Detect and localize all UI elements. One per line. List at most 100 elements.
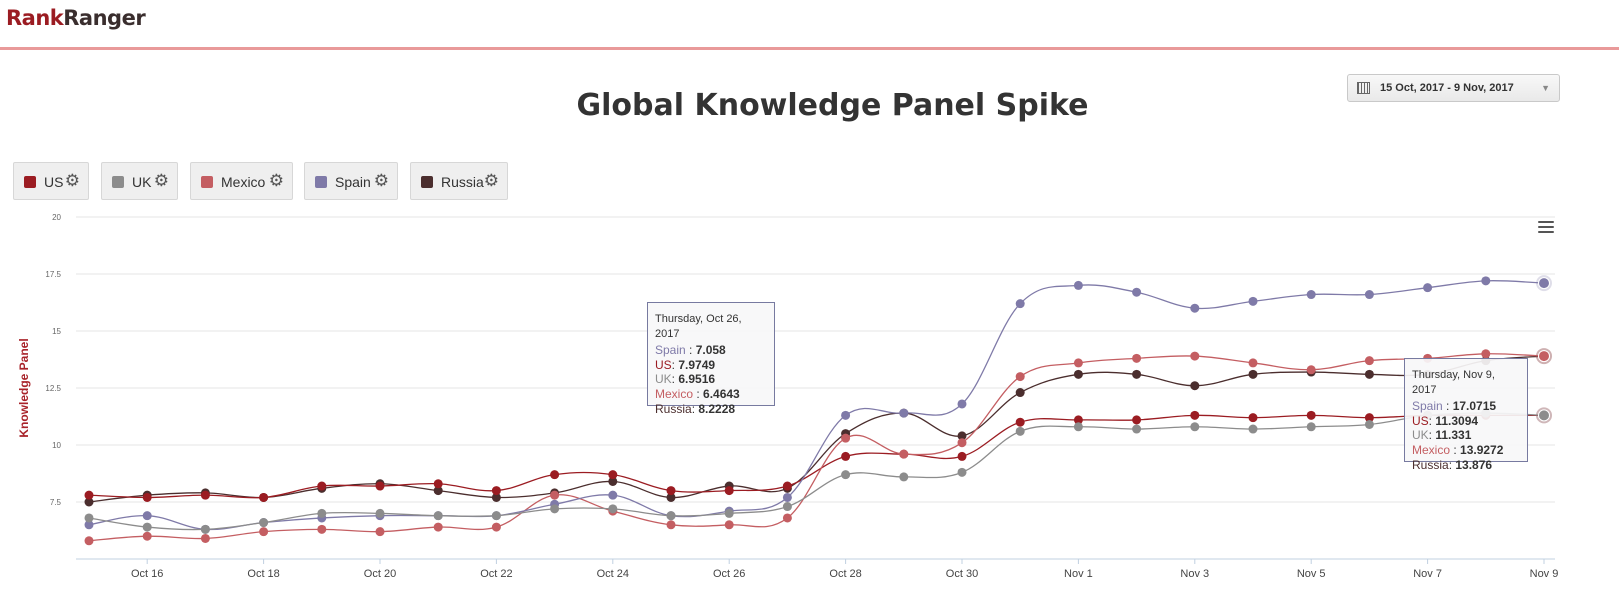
data-point-uk — [1190, 422, 1200, 432]
y-tick-label: 12.5 — [45, 384, 61, 393]
legend-swatch — [112, 176, 124, 188]
chart-title: Global Knowledge Panel Spike — [576, 88, 1089, 123]
data-point-mexico — [550, 490, 560, 500]
gear-icon[interactable]: ⚙ — [153, 171, 169, 190]
data-point-uk — [841, 470, 851, 480]
tooltip-row-mexico: Mexico : 6.4643 — [655, 386, 740, 401]
legend-item-mexico[interactable]: Mexico ⚙ — [190, 162, 293, 200]
gear-icon[interactable]: ⚙ — [64, 171, 80, 190]
tooltip-series-name: Mexico — [655, 386, 697, 401]
x-tick-label: Oct 22 — [480, 568, 512, 580]
data-point-us — [84, 490, 94, 500]
data-point-russia — [1073, 369, 1083, 379]
tooltip-row-mexico: Mexico : 13.9272 — [1412, 442, 1504, 457]
data-point-mexico — [142, 531, 152, 541]
data-point-us — [957, 451, 967, 461]
data-point-spain — [1190, 303, 1200, 313]
data-point-uk — [375, 508, 385, 518]
data-point-us — [608, 470, 618, 480]
legend-item-us[interactable]: US ⚙ — [13, 162, 89, 200]
data-point-us — [1132, 415, 1142, 425]
tooltip-series-name: US — [655, 357, 672, 372]
data-point-mexico — [1190, 351, 1200, 361]
data-point-spain — [1538, 277, 1550, 290]
data-point-uk — [1132, 424, 1142, 434]
data-point-spain — [1015, 299, 1025, 309]
legend-label: US — [44, 174, 64, 190]
data-point-spain — [957, 399, 967, 409]
data-point-us — [1364, 413, 1374, 423]
data-point-spain — [1481, 276, 1491, 286]
tooltip-value: 11.331 — [1435, 428, 1472, 443]
data-point-uk — [1015, 426, 1025, 436]
tooltip-series-name: Spain — [655, 343, 690, 358]
legend-swatch — [201, 176, 213, 188]
tooltip-row-uk: UK: 6.9516 — [655, 372, 716, 387]
data-point-us — [724, 486, 734, 496]
tooltip-series-name: Mexico — [1412, 442, 1454, 457]
data-point-uk — [317, 508, 327, 518]
data-point-russia — [608, 476, 618, 486]
rankranger-logo[interactable]: RankRanger — [6, 6, 146, 30]
data-point-uk — [200, 524, 210, 534]
tooltip-series-name: US — [1412, 413, 1429, 428]
data-point-spain — [142, 511, 152, 521]
data-point-spain — [1364, 290, 1374, 300]
legend-item-spain[interactable]: Spain ⚙ — [304, 162, 398, 200]
gear-icon[interactable]: ⚙ — [373, 171, 389, 190]
data-point-us — [142, 492, 152, 502]
data-point-us — [317, 481, 327, 491]
tooltip-date: Thursday, Oct 26, 2017 — [655, 313, 742, 340]
legend-item-russia[interactable]: Russia ⚙ — [410, 162, 508, 200]
legend-label: Russia — [441, 174, 484, 190]
calendar-icon — [1357, 82, 1370, 94]
legend-swatch — [315, 176, 327, 188]
data-point-mexico — [724, 520, 734, 530]
data-point-uk — [433, 511, 443, 521]
series-line-us — [88, 414, 1544, 499]
gear-icon[interactable]: ⚙ — [483, 171, 499, 190]
tooltip-series-name: Russia — [1412, 457, 1449, 472]
x-tick-label: Oct 18 — [247, 568, 279, 580]
data-point-russia — [1015, 388, 1025, 398]
data-point-spain — [1423, 283, 1433, 293]
data-point-uk — [957, 467, 967, 477]
data-point-russia — [491, 492, 501, 502]
tooltip-series-name: UK — [1412, 428, 1429, 443]
data-point-spain — [1306, 290, 1316, 300]
date-range-text: 15 Oct, 2017 - 9 Nov, 2017 — [1380, 82, 1514, 94]
data-point-us — [1306, 410, 1316, 420]
data-point-mexico — [1306, 365, 1316, 375]
data-point-uk — [666, 511, 676, 521]
data-point-russia — [1248, 369, 1258, 379]
tooltip-value: 6.9516 — [678, 372, 716, 387]
tooltip-series-name: Russia — [655, 401, 692, 416]
data-point-us — [491, 486, 501, 496]
tooltip-row-uk: UK: 11.331 — [1412, 428, 1472, 443]
data-point-mexico — [1364, 356, 1374, 366]
gear-icon[interactable]: ⚙ — [268, 171, 284, 190]
legend-item-uk[interactable]: UK ⚙ — [101, 162, 178, 200]
tooltip-series-name: Spain — [1412, 399, 1447, 414]
tooltip-nov-9: Thursday, Nov 9, 2017 Spain : 17.0715 US… — [1404, 358, 1528, 472]
data-point-us — [1248, 413, 1258, 423]
data-point-mexico — [1538, 350, 1550, 363]
data-point-uk — [84, 513, 94, 523]
series-line-uk — [88, 412, 1545, 531]
legend-label: UK — [132, 174, 152, 190]
date-range-picker[interactable]: 15 Oct, 2017 - 9 Nov, 2017 ▼ — [1347, 74, 1560, 102]
tooltip-value: 13.9272 — [1460, 442, 1504, 457]
x-tick-label: Oct 26 — [713, 568, 745, 580]
data-point-mexico — [1132, 353, 1142, 363]
tooltip-value: 7.058 — [695, 343, 726, 358]
series-line-russia — [88, 355, 1545, 503]
data-point-us — [841, 451, 851, 461]
x-tick-label: Oct 30 — [946, 568, 978, 580]
data-point-us — [782, 481, 792, 491]
tooltip-row-russia: Russia: 13.876 — [1412, 457, 1493, 472]
hamburger-menu-icon[interactable] — [1538, 221, 1554, 234]
data-point-mexico — [899, 449, 909, 459]
data-point-mexico — [433, 522, 443, 532]
data-point-spain — [608, 490, 618, 500]
